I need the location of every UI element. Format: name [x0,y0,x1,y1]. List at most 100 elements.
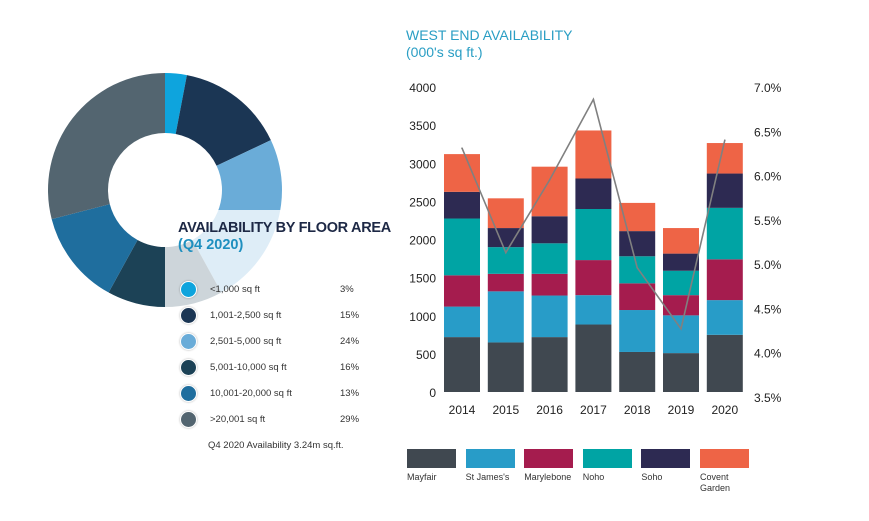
legend-item: 2,501-5,000 sq ft 24% [180,331,370,351]
legend-label: 1,001-2,500 sq ft [210,309,282,321]
donut-title: AVAILABILITY BY FLOOR AREA [178,220,391,236]
x-tick-label: 2018 [624,403,651,417]
legend-label: <1,000 sq ft [210,283,260,295]
donut-slice [175,75,271,166]
y-tick-label: 1500 [409,272,436,286]
y-tick-label: 2000 [409,234,436,248]
legend-swatch [180,332,197,350]
legend-percent: 16% [340,361,360,373]
legend-swatch [180,358,197,376]
bar-segment [444,154,480,192]
bar-segment [575,295,612,325]
stacked-bar-chart: 0 500 1000 1500 2000 2500 3000 3500 4000 3.5% 4.0%… [409,81,782,417]
bar-segment [444,337,480,392]
x-tick-label: 2019 [668,403,695,417]
bar-segment [619,202,656,232]
legend-item: <1,000 sq ft 3% [180,279,370,299]
line-point [724,139,726,141]
bar-segment [575,178,612,209]
line-point [461,147,463,149]
bar-segment [487,273,524,292]
donut-slice [165,73,187,135]
legend-swatch [180,306,197,324]
bar-segment [706,143,743,174]
legend-percent: 24% [340,335,360,347]
line-point [636,266,638,269]
legend-label: St James's [465,472,510,482]
x-tick-label: 2020 [711,403,738,417]
y2-tick-label: 7.0% [754,81,782,95]
legend-label: Mayfair [407,472,437,482]
y-tick-label: 0 [429,386,436,400]
bar-segment [444,306,480,338]
y2-tick-label: 6.0% [754,170,782,184]
bar-segment [619,310,656,352]
bar-segment [575,260,612,296]
legend-label: Covent Garden [700,472,731,493]
y2-tick-label: 6.5% [754,125,782,139]
y2-tick-label: 4.5% [754,302,782,316]
bar-segment [487,342,524,392]
bar-segment [663,315,699,354]
legend-swatch [641,449,691,468]
legend-label: Soho [641,472,663,482]
y2-tick-label: 5.5% [754,214,782,228]
bar-segment [619,256,656,284]
bar-segment [663,253,699,271]
bar-segment [663,228,699,254]
y-tick-label: 2500 [409,195,436,209]
bar-chart-title: WEST END AVAILABILITY [406,27,573,43]
bar-segment [706,334,743,392]
line-point [680,328,682,330]
line-point [592,98,595,101]
legend-label: 10,001-20,000 sq ft [210,387,292,399]
bar-segment [619,283,656,311]
legend-percent: 13% [340,387,360,399]
legend-item: 5,001-10,000 sq ft 16% [180,357,370,377]
legend-swatch [180,384,197,402]
legend-label: 5,001-10,000 sq ft [210,361,287,373]
donut-slice [47,73,165,220]
bar-segment [531,273,568,296]
donut-slice [51,204,138,293]
bar-segment [575,324,612,392]
donut-note: Q4 2020 Availability 3.24m sq.ft. [208,440,344,451]
bar-segment [575,130,612,179]
legend-swatch [465,449,515,468]
y-tick-label: 1000 [409,310,436,324]
legend-percent: 29% [340,413,360,425]
x-tick-label: 2017 [580,403,607,417]
legend-swatch [700,449,749,468]
legend-percent: 15% [340,309,360,321]
donut-subtitle: (Q4 2020) [178,237,244,253]
y-tick-label: 3000 [409,157,436,171]
legend-swatch [180,280,197,298]
legend-item: 10,001-20,000 sq ft 13% [180,383,370,403]
bar-segment [531,216,568,244]
x-tick-label: 2016 [536,403,563,417]
y2-tick-label: 5.0% [754,258,782,272]
legend-swatch [524,449,574,468]
bar-segment [531,295,568,338]
bar-segment [706,173,743,208]
legend-label: Noho [582,472,605,482]
bar-segment [706,300,743,335]
legend-percent: 3% [340,283,354,295]
bar-segment [444,275,480,307]
line-point [505,251,507,254]
bar-segment [531,337,568,392]
bar-segment [487,291,524,343]
legend-label: 2,501-5,000 sq ft [210,335,282,347]
bar-segment [575,209,612,261]
legend-swatch [582,449,632,468]
y2-tick-label: 4.0% [754,347,782,361]
bar-segment [531,243,568,274]
legend-label: >20,001 sq ft [210,413,266,425]
bar-segment [444,218,480,276]
legend-item: >20,001 sq ft 29% [180,409,370,429]
bar-segment [706,207,743,260]
bar-segment [619,231,656,257]
x-tick-label: 2014 [449,403,476,417]
bar-segment [531,166,568,217]
